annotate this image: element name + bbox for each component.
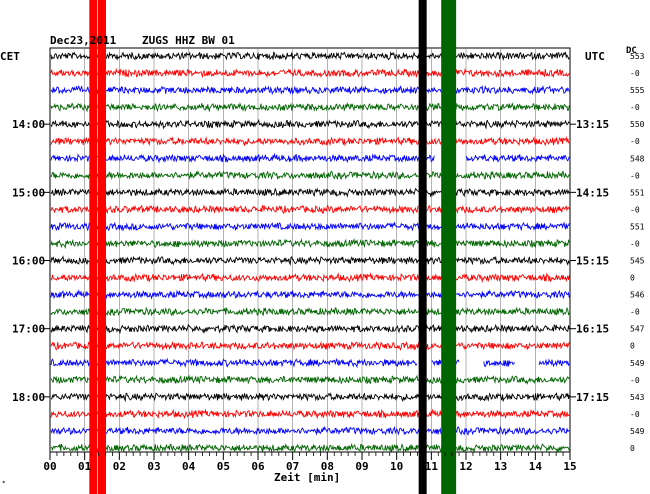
right-hour-label: 15:15 <box>576 255 609 268</box>
event-band-1 <box>98 0 106 494</box>
trace-4 <box>50 118 570 130</box>
x-tick-label: 04 <box>182 460 196 473</box>
left-hour-label: 16:00 <box>12 255 45 268</box>
dc-value: 547 <box>630 325 645 334</box>
x-tick-label: 00 <box>43 460 56 473</box>
x-tick-label: 03 <box>147 460 160 473</box>
trace-3 <box>50 101 570 113</box>
right-hour-label: 13:15 <box>576 118 609 131</box>
dc-value: -0 <box>630 205 640 214</box>
x-axis-label: Zeit [min] <box>274 471 341 484</box>
dc-value: 0 <box>630 444 635 453</box>
event-band-4 <box>448 0 457 494</box>
left-hour-label: 17:00 <box>12 323 45 336</box>
x-tick-label: 12 <box>459 460 472 473</box>
trace-16 <box>50 323 570 335</box>
x-tick-label: 02 <box>113 460 126 473</box>
trace-7 <box>50 170 570 181</box>
dc-value: 555 <box>630 86 645 95</box>
dc-value: -0 <box>630 239 640 248</box>
trace-15 <box>50 306 570 317</box>
dc-value: -0 <box>630 103 640 112</box>
dc-header: DC <box>626 46 637 56</box>
trace-12 <box>50 255 570 266</box>
x-tick-label: 07 <box>286 460 299 473</box>
dc-value: 546 <box>630 291 645 300</box>
x-tick-label: 05 <box>217 460 230 473</box>
x-tick-label: 13 <box>494 460 507 473</box>
trace-10 <box>50 221 570 232</box>
dc-value: 550 <box>630 120 645 129</box>
trace-11 <box>50 237 570 250</box>
x-tick-label: 15 <box>563 460 576 473</box>
x-tick-label: 14 <box>529 460 543 473</box>
dc-value: 0 <box>630 342 635 351</box>
trace-17 <box>50 341 570 351</box>
trace-1 <box>50 67 570 79</box>
trace-9 <box>50 204 570 215</box>
left-hour-label: 14:00 <box>12 118 45 131</box>
trace-13 <box>50 272 570 284</box>
dc-value: -0 <box>630 410 640 419</box>
trace-2 <box>50 84 570 96</box>
event-band-3 <box>441 0 450 494</box>
dc-value: -0 <box>630 376 640 385</box>
dc-value: 548 <box>630 154 645 163</box>
plot-frame <box>49 47 571 453</box>
trace-18 <box>50 357 570 369</box>
x-tick-label: 11 <box>425 460 439 473</box>
trace-8 <box>50 187 570 198</box>
left-zone-label: CET <box>0 50 20 63</box>
event-band-2 <box>418 0 427 494</box>
dc-value: -0 <box>630 171 640 180</box>
trace-5 <box>50 135 570 147</box>
x-tick-label: 06 <box>251 460 265 473</box>
right-zone-label: UTC <box>585 50 605 63</box>
dc-value: 0 <box>630 274 635 283</box>
trace-22 <box>50 425 570 436</box>
corner-mark: * <box>2 480 6 487</box>
trace-21 <box>50 408 570 420</box>
dc-value: 553 <box>630 52 645 61</box>
dc-value: 545 <box>630 257 645 266</box>
right-hour-label: 14:15 <box>576 186 609 199</box>
dc-value: 551 <box>630 188 645 197</box>
dc-value: -0 <box>630 137 640 146</box>
x-tick-label: 08 <box>321 460 334 473</box>
x-tick-label: 10 <box>390 460 403 473</box>
chart-station: ZUGS HHZ BW 01 <box>142 34 235 47</box>
left-hour-label: 15:00 <box>12 186 45 199</box>
trace-0 <box>50 51 570 61</box>
x-tick-label: 01 <box>78 460 92 473</box>
right-hour-label: 16:15 <box>576 323 609 336</box>
x-tick-label: 09 <box>355 460 368 473</box>
dc-value: 551 <box>630 222 645 231</box>
right-hour-label: 17:15 <box>576 391 609 404</box>
dc-value: 549 <box>630 359 645 368</box>
dc-value: 543 <box>630 393 645 402</box>
trace-23 <box>50 442 570 454</box>
trace-20 <box>50 392 570 403</box>
trace-19 <box>50 374 570 385</box>
dc-value: -0 <box>630 308 640 317</box>
left-hour-label: 18:00 <box>12 391 45 404</box>
dc-value: -0 <box>630 69 640 78</box>
event-band-0 <box>89 0 98 494</box>
chart-date: Dec23,2011 <box>50 34 117 47</box>
dc-value: 549 <box>630 427 645 436</box>
trace-6 <box>50 152 570 164</box>
trace-14 <box>50 289 570 300</box>
